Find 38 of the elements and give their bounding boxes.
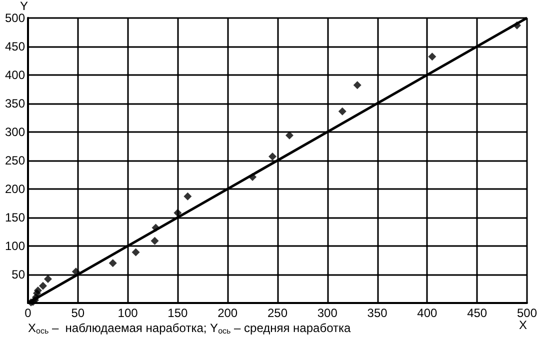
x-tick-label: 50 [71,306,85,320]
y-tick-label: 450 [4,39,26,54]
x-tick-label: 150 [168,306,188,320]
x-tick-label: 500 [516,306,538,320]
point [34,286,42,294]
point [268,152,277,160]
point [428,52,436,61]
point [38,282,47,290]
point [174,208,182,217]
point [150,236,159,245]
x-tick-label: 200 [218,306,238,320]
x-tick-label: 350 [367,306,388,320]
x-tick-label: 250 [267,306,288,320]
y-tick-label: 150 [4,210,26,224]
y-axis-title: Y [20,0,28,13]
point [513,21,522,30]
point [184,192,192,200]
x-tick-label: 400 [417,306,438,320]
y-tick-label: 500 [4,10,26,25]
x-tick-label: 300 [317,306,338,320]
point [353,81,362,90]
point [248,172,257,181]
y-tick-label: 250 [4,153,26,168]
x-tick-label: 100 [118,306,138,320]
x-tick-label: 0 [24,306,32,320]
point [44,275,52,284]
y-tick-label: 50 [12,267,26,282]
x-axis-title: X [518,318,527,332]
y-tick-label: 400 [4,68,26,82]
y-tick-label: 350 [4,96,26,110]
point [132,248,140,256]
point [338,107,346,116]
point [108,259,117,268]
x-tick-label: 450 [467,306,488,320]
y-tick-label: 300 [4,124,26,139]
y-tick-label: 200 [4,182,26,196]
point [152,224,160,232]
y-tick-label: 100 [4,238,26,253]
